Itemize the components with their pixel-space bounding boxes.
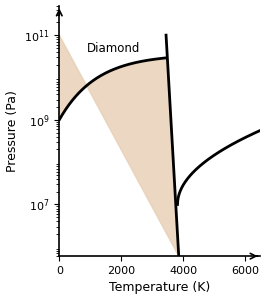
X-axis label: Temperature (K): Temperature (K) <box>109 281 210 294</box>
Polygon shape <box>59 35 179 256</box>
Y-axis label: Pressure (Pa): Pressure (Pa) <box>6 90 19 172</box>
Text: Diamond: Diamond <box>87 42 140 55</box>
